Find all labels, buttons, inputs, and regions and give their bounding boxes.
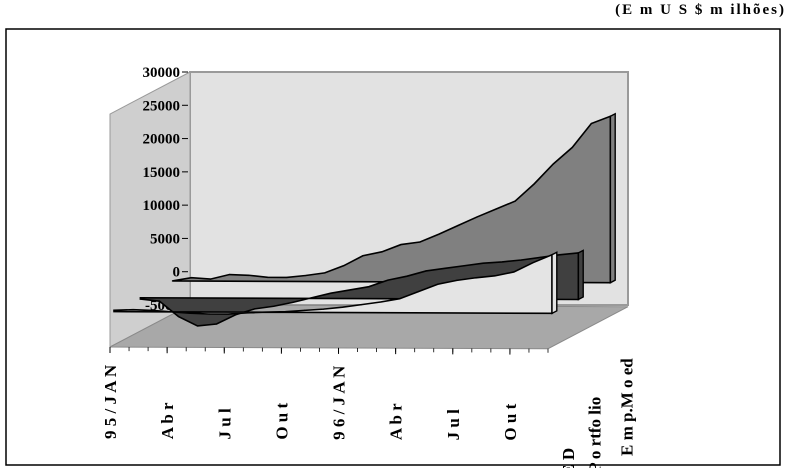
data-point [419,241,421,243]
data-point [235,314,237,316]
data-point [571,146,573,149]
y-tick-label: 5000 [150,231,180,247]
data-point [273,305,275,307]
x-tick-label: J u l [444,409,463,440]
data-point [558,254,560,256]
data-point [208,313,210,315]
data-point [171,280,173,282]
data-point [577,252,580,254]
data-point [170,311,172,313]
data-point [400,243,402,246]
data-point [228,273,231,276]
data-point [482,262,484,264]
data-point [189,312,191,314]
x-tick-label: O u t [501,403,520,440]
series-end-face-2 [609,112,616,284]
data-point [139,298,141,300]
x-tick-label: 9 6 / J A N [330,365,349,440]
series-end-face-1 [577,249,584,301]
data-point [380,301,382,303]
data-point [284,311,286,313]
x-tick-label: A b r [387,403,406,440]
data-point [501,261,503,263]
data-point [552,163,554,165]
x-tick-label: O u t [272,403,291,440]
data-point [246,312,248,314]
data-point [341,306,344,308]
series-label: I E D [559,448,578,468]
data-point [463,265,465,267]
data-point [399,298,401,300]
data-point [418,290,420,293]
series-label: P o rtfo lio [585,397,604,468]
x-tick-label: 9 5 / J A N [101,364,120,439]
data-point [286,276,288,279]
y-tick-label: 20000 [143,132,181,148]
data-point [324,272,326,274]
data-point [532,262,534,264]
data-point [476,216,478,218]
series-label: E m p.M o ed [617,358,636,456]
data-point [609,115,612,117]
data-point [227,313,229,315]
data-point [292,301,294,303]
data-point [475,277,477,279]
series-area-2 [172,115,612,284]
data-point [387,279,389,281]
unit-note: (E m U S $ m ilhões) [615,2,786,18]
data-point [457,224,459,227]
x-tick-label: J u l [215,408,234,439]
data-point [438,233,440,235]
y-tick-label: 0 [173,265,181,281]
data-point [539,256,541,259]
data-point [330,292,332,294]
data-point [381,251,383,253]
series-end-face-0 [551,251,558,315]
data-point [425,270,427,272]
data-point [209,278,212,280]
data-point [267,276,269,278]
data-point [305,274,307,277]
y-tick-label: 25000 [143,98,181,114]
data-point [514,200,516,202]
data-point [151,309,153,312]
data-point [247,274,250,276]
data-point [343,265,345,267]
data-point [177,315,180,318]
data-point [520,259,522,261]
data-point [551,254,553,256]
data-point [349,289,351,291]
data-point [190,277,193,279]
data-point [254,308,256,310]
data-point [113,309,115,311]
data-point [132,309,134,311]
data-point [311,297,313,299]
y-tick-label: 15000 [143,165,181,181]
data-point [158,300,161,302]
data-point [456,279,458,281]
data-point [360,304,363,306]
data-point [513,271,515,273]
data-point [265,311,267,313]
data-point [437,283,439,285]
data-point [196,325,199,327]
data-point [494,275,496,277]
y-tick-label: 10000 [143,198,181,214]
x-tick-label: A b r [158,402,177,439]
data-point [495,208,497,210]
data-point [590,122,592,125]
data-point [406,275,408,277]
data-point [215,323,218,325]
data-point [303,309,306,311]
data-point [444,267,446,269]
data-point [362,255,364,257]
data-point [368,286,370,288]
y-tick-label: 30000 [143,65,181,81]
data-point [533,183,535,185]
data-point [322,308,325,310]
